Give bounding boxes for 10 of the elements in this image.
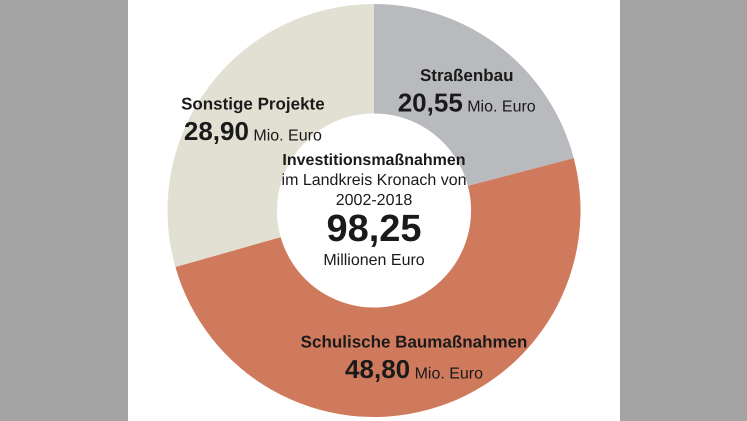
data-label: 28,90 Mio. Euro — [183, 116, 322, 146]
text: Investitionsmaßnahmen — [282, 152, 466, 169]
data-label: 20,55 Mio. Euro — [397, 88, 536, 118]
data-label: 48,80 Mio. Euro — [344, 354, 483, 384]
text: im Landkreis Kronach von 2002-2018 — [281, 172, 466, 209]
slice-label: Schulische Baumaßnahmen — [300, 332, 527, 352]
slice-label: Straßenbau — [419, 66, 513, 86]
text: Millionen Euro — [322, 252, 424, 269]
slice-label: Sonstige Projekte — [180, 94, 324, 114]
text: 98,25 — [326, 208, 422, 250]
